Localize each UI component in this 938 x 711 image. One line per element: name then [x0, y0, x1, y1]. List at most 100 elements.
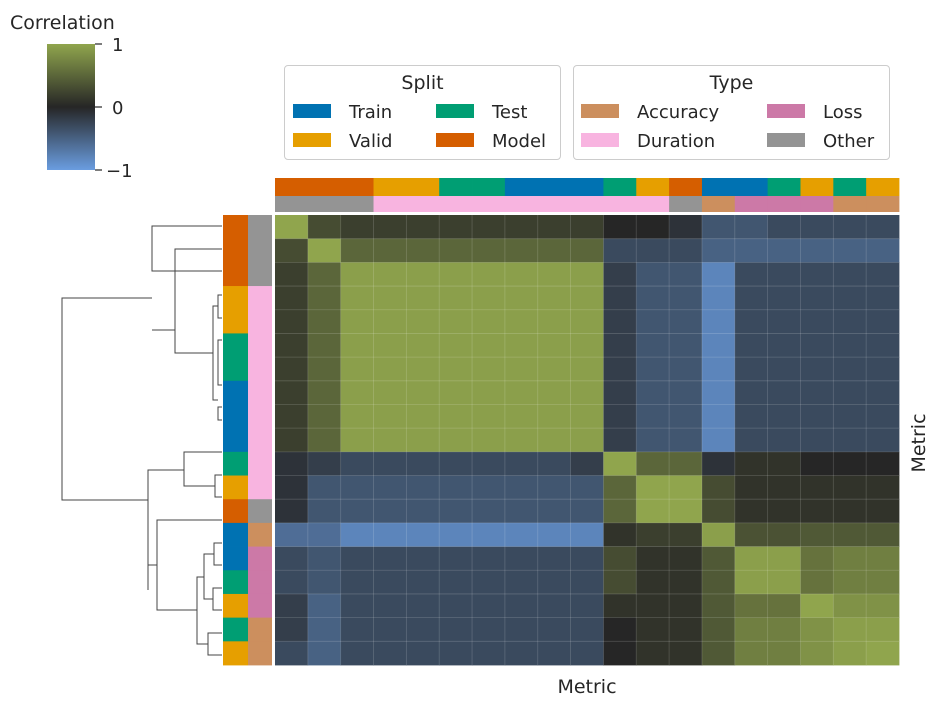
heatmap-cell [570, 522, 604, 547]
heatmap-cell [767, 641, 801, 666]
heatmap-cell [866, 333, 900, 358]
heatmap-cell [504, 570, 539, 595]
heatmap-cell [307, 499, 342, 524]
heatmap-cell [767, 593, 801, 619]
heatmap-cell [406, 641, 440, 666]
heatmap-cell [406, 522, 440, 547]
heatmap-cell [504, 333, 539, 358]
heatmap-cell [406, 499, 440, 524]
heatmap-cell [701, 333, 736, 358]
heatmap-cell [373, 357, 407, 382]
legend-item-loss: Loss [767, 102, 862, 124]
heatmap-cell [340, 286, 374, 311]
heatmap-cell [570, 475, 604, 500]
heatmap-cell [603, 286, 637, 311]
col-type-cell [504, 196, 539, 212]
dendrogram-link [212, 587, 222, 611]
heatmap-cell [866, 546, 900, 571]
heatmap-cell [406, 570, 440, 595]
heatmap-cell [537, 215, 571, 240]
heatmap-cell [800, 593, 834, 619]
heatmap-cell [472, 522, 506, 547]
heatmap-cell [669, 499, 703, 524]
heatmap-cell [603, 451, 637, 476]
dendrogram-link [156, 519, 222, 611]
heatmap-cell [866, 641, 900, 666]
heatmap-cell [472, 262, 506, 287]
heatmap-cell [275, 286, 309, 311]
split-legend-title: Split [401, 72, 444, 94]
row-type-cell [248, 546, 272, 571]
heatmap-cell [275, 451, 309, 476]
heatmap-cell [406, 546, 440, 571]
row-split-cell [223, 380, 248, 405]
heatmap-cell [307, 215, 342, 240]
heatmap-cell [603, 570, 637, 595]
col-split-cell [767, 178, 801, 196]
heatmap-cell [833, 357, 867, 382]
heatmap-cell [767, 215, 801, 240]
heatmap-cell [767, 451, 801, 476]
heatmap-cell [439, 309, 473, 334]
heatmap-cell [701, 404, 736, 429]
row-type-cell [248, 593, 272, 619]
heatmap-cell [767, 522, 801, 547]
col-split-cell [701, 178, 736, 196]
heatmap-cell [504, 357, 539, 382]
heatmap-cell [701, 215, 736, 240]
heatmap-cell [340, 380, 374, 405]
heatmap-cell [373, 593, 407, 619]
heatmap-cell [603, 546, 637, 571]
colorbar-label: Correlation [10, 12, 115, 34]
dendrogram-link [147, 469, 184, 590]
heatmap-cell [636, 262, 670, 287]
heatmap-cell [636, 428, 670, 453]
heatmap-cell [866, 593, 900, 619]
heatmap-cell [866, 404, 900, 429]
heatmap-cell [373, 546, 407, 571]
heatmap-cell [340, 617, 374, 642]
heatmap-cell [504, 404, 539, 429]
heatmap-cell [603, 238, 637, 263]
heatmap-cell [800, 286, 834, 311]
dendrogram-link [217, 339, 222, 386]
row-type-cell [248, 380, 272, 405]
col-split-cell [636, 178, 670, 196]
heatmap-cell [373, 333, 407, 358]
heatmap-cell [603, 593, 637, 619]
heatmap-cell [734, 570, 769, 595]
heatmap-cell [866, 215, 900, 240]
col-split-cell [603, 178, 637, 196]
heatmap-cell [275, 428, 309, 453]
heatmap-cell [767, 238, 801, 263]
heatmap-cell [701, 309, 736, 334]
row-type-cell [248, 617, 272, 642]
heatmap-cell [669, 428, 703, 453]
row-type-cell [248, 309, 272, 334]
heatmap-cell [406, 475, 440, 500]
col-split-cell [833, 178, 867, 196]
heatmap-cell [472, 641, 506, 666]
row-type-cell [248, 238, 272, 263]
heatmap-cell [833, 641, 867, 666]
heatmap-cell [701, 262, 736, 287]
legend-item-model: Model [436, 131, 546, 153]
col-type-cell [734, 196, 769, 212]
heatmap-cell [472, 309, 506, 334]
heatmap-cell [307, 286, 342, 311]
row-split-cell [223, 404, 248, 429]
col-split-cell [340, 178, 374, 196]
heatmap-cell [439, 499, 473, 524]
heatmap-cell [669, 333, 703, 358]
heatmap-cell [701, 617, 736, 642]
heatmap-cell [734, 262, 769, 287]
col-type-cell [537, 196, 571, 212]
col-type-cell [570, 196, 604, 212]
heatmap-cell [570, 617, 604, 642]
heatmap-cell [275, 593, 309, 619]
heatmap-cell [373, 215, 407, 240]
heatmap-cell [537, 309, 571, 334]
heatmap-cell [570, 286, 604, 311]
heatmap-cell [340, 215, 374, 240]
heatmap-cell [504, 593, 539, 619]
